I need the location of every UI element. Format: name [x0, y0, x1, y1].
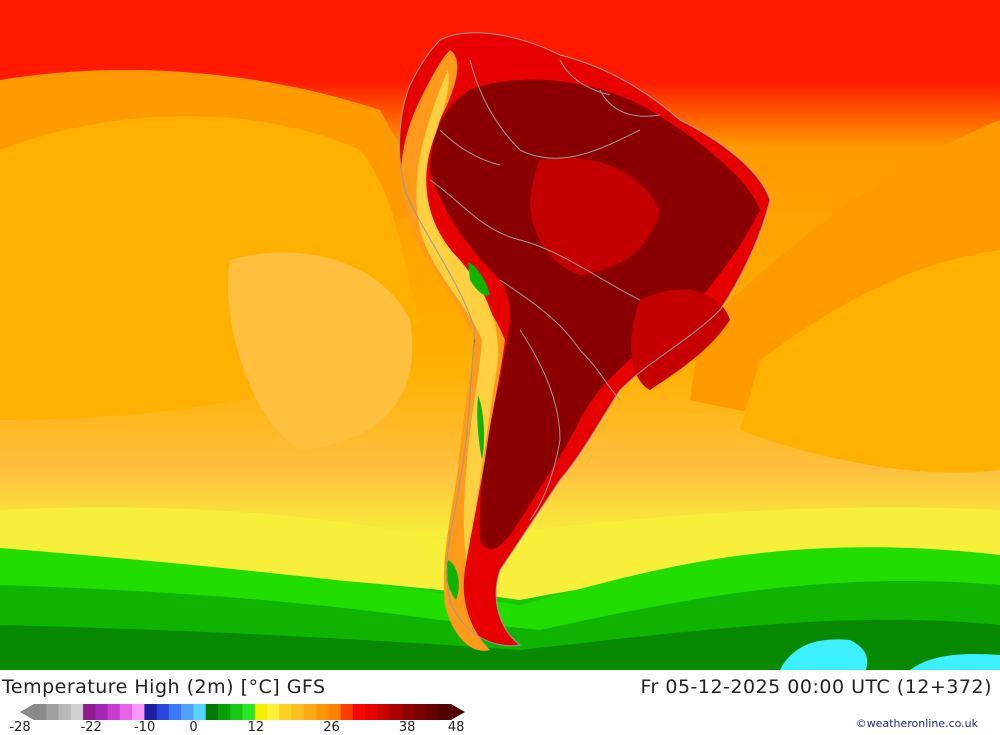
colorbar-swatch: [168, 704, 182, 720]
colorbar-swatch: [230, 704, 243, 720]
pacific-light-band: [228, 252, 413, 450]
colorbar-swatch: [70, 704, 84, 720]
andes-yellow-strip: [416, 70, 499, 560]
colorbar-tick-label: -22: [80, 720, 102, 735]
colorbar-high-arrow: [451, 704, 465, 720]
map-footer: Temperature High (2m) [°C] GFS Fr 05-12-…: [0, 670, 1000, 735]
colorbar-swatch: [95, 704, 109, 720]
colorbar-low-arrow: [20, 704, 34, 720]
colorbar-swatch: [389, 704, 403, 720]
colorbar-tick-label: 38: [398, 720, 416, 735]
temperature-map: [0, 0, 1000, 670]
southern-green-dark: [0, 619, 1000, 670]
colorbar-swatch: [58, 704, 72, 720]
andes-green-patch-2: [477, 395, 485, 460]
colorbar-swatch: [438, 704, 452, 720]
map-title: Temperature High (2m) [°C] GFS: [2, 676, 326, 698]
colorbar-swatch: [352, 704, 366, 720]
copyright-credit: ©weatheronline.co.uk: [855, 717, 978, 730]
colorbar-swatch: [254, 704, 268, 720]
brazil-warm-patch: [530, 157, 660, 275]
colorbar-swatch: [328, 704, 342, 720]
colorbar-swatch: [181, 704, 194, 720]
colorbar-swatch: [34, 704, 47, 720]
valid-time: Fr 05-12-2025 00:00 UTC (12+372): [640, 676, 992, 698]
cold-cyan-patch-2: [910, 653, 1000, 670]
colorbar-swatch: [291, 704, 305, 720]
colorbar-swatch: [217, 704, 231, 720]
colorbar-swatch: [46, 704, 60, 720]
colorbar-tick-label: 12: [247, 720, 265, 735]
amazon-hot-core: [430, 79, 760, 550]
colorbar-swatch: [316, 704, 329, 720]
colorbar-tick-label: -10: [133, 720, 156, 735]
colorbar-swatch: [401, 704, 415, 720]
colorbar-swatch: [267, 704, 280, 720]
colorbar-tick-label: 48: [447, 720, 465, 735]
colorbar-swatch: [132, 704, 145, 720]
colorbar-swatch: [144, 704, 158, 720]
colorbar-swatch: [303, 704, 317, 720]
colorbar-swatch: [193, 704, 207, 720]
colorbar-swatch: [107, 704, 121, 720]
colorbar-tick-label: 26: [323, 720, 340, 735]
colorbar-swatch: [377, 704, 391, 720]
cold-cyan-patch: [780, 639, 868, 670]
colorbar-swatch: [279, 704, 293, 720]
colorbar-swatch: [426, 704, 440, 720]
colorbar-swatch: [242, 704, 256, 720]
colorbar-swatch: [340, 704, 354, 720]
andes-green-patch: [468, 262, 490, 296]
color-scale-bar: [20, 704, 465, 720]
colorbar-swatch: [205, 704, 219, 720]
colorbar-swatch: [156, 704, 170, 720]
colorbar-tick-label: 0: [189, 720, 198, 735]
atlantic-amber-band: [740, 250, 1000, 473]
colorbar-swatch: [414, 704, 427, 720]
colorbar-swatch: [119, 704, 133, 720]
patagonia-green-patch: [446, 560, 459, 600]
colorbar-tick-label: -28: [9, 720, 31, 735]
brazil-coastal-warm: [631, 289, 730, 390]
colorbar-swatch: [83, 704, 96, 720]
colorbar-swatch: [365, 704, 378, 720]
country-borders: [399, 32, 771, 647]
